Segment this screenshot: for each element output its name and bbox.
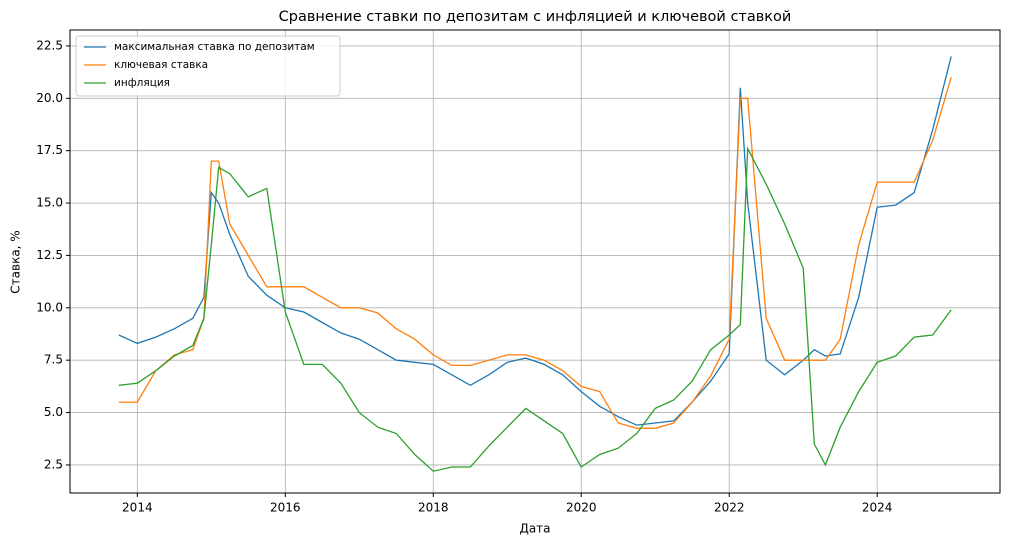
y-tick-label: 10.0 (36, 300, 63, 314)
series-line (118, 77, 952, 429)
x-tick-label: 2024 (862, 501, 893, 515)
x-tick-label: 2014 (122, 501, 153, 515)
y-tick-label: 20.0 (36, 91, 63, 105)
series-line (118, 56, 952, 426)
y-tick-label: 5.0 (44, 405, 63, 419)
y-tick-label: 12.5 (36, 248, 63, 262)
y-tick-label: 2.5 (44, 457, 63, 471)
x-axis-label: Дата (519, 522, 550, 536)
legend-label: инфляция (114, 77, 170, 89)
y-axis-label: Ставка, % (9, 230, 23, 293)
x-tick-label: 2020 (566, 501, 597, 515)
y-tick-label: 17.5 (36, 143, 63, 157)
chart-title: Сравнение ставки по депозитам с инфляцие… (279, 9, 792, 25)
y-tick-label: 15.0 (36, 196, 63, 210)
x-tick-label: 2016 (270, 501, 301, 515)
plot-frame (69, 29, 1001, 494)
y-tick-label: 22.5 (36, 38, 63, 52)
x-tick-label: 2018 (418, 501, 449, 515)
legend-box (75, 35, 341, 97)
legend-label: максимальная ставка по депозитам (114, 41, 315, 53)
series-line (118, 146, 952, 472)
legend-label: ключевая ставка (114, 59, 208, 71)
y-tick-label: 7.5 (44, 353, 63, 367)
x-tick-label: 2022 (714, 501, 745, 515)
